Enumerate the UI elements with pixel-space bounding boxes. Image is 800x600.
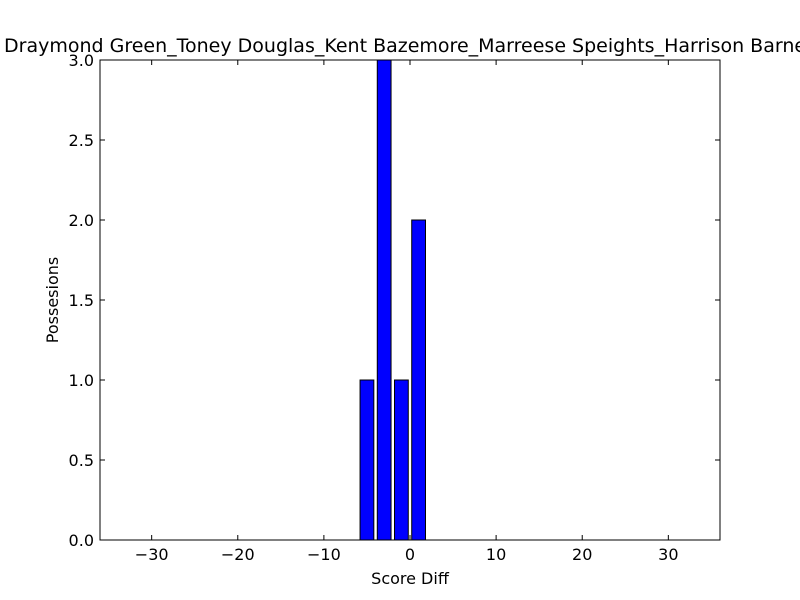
x-tick-label: −30 xyxy=(135,545,169,564)
y-tick-label: 0.0 xyxy=(69,531,94,550)
x-axis-label: Score Diff xyxy=(371,569,450,588)
y-tick-label: 0.5 xyxy=(69,451,94,470)
plot-frame xyxy=(99,59,721,541)
bars-layer xyxy=(359,59,427,541)
x-tick-label: 20 xyxy=(572,545,592,564)
bar-2 xyxy=(394,379,409,541)
y-tick-label: 1.0 xyxy=(69,371,94,390)
y-tick-label: 1.5 xyxy=(69,291,94,310)
y-tick-label: 3.0 xyxy=(69,51,94,70)
ticks-layer: −30 −20 −10 0 10 20 30 0.0 0.5 1.0 1.5 2.0 2.5 3.0 xyxy=(69,51,720,564)
bar-1 xyxy=(376,59,392,541)
bar-0 xyxy=(359,379,375,541)
x-tick-label: −10 xyxy=(307,545,341,564)
y-axis-label: Possesions xyxy=(43,257,62,343)
y-tick-label: 2.5 xyxy=(69,131,94,150)
x-tick-label: 30 xyxy=(658,545,678,564)
x-tick-label: 0 xyxy=(405,545,415,564)
chart-title: Draymond Green_Toney Douglas_Kent Bazemo… xyxy=(4,35,800,57)
x-tick-label: 10 xyxy=(486,545,506,564)
x-tick-label: −20 xyxy=(221,545,255,564)
y-tick-label: 2.0 xyxy=(69,211,94,230)
bar-3 xyxy=(411,219,427,541)
